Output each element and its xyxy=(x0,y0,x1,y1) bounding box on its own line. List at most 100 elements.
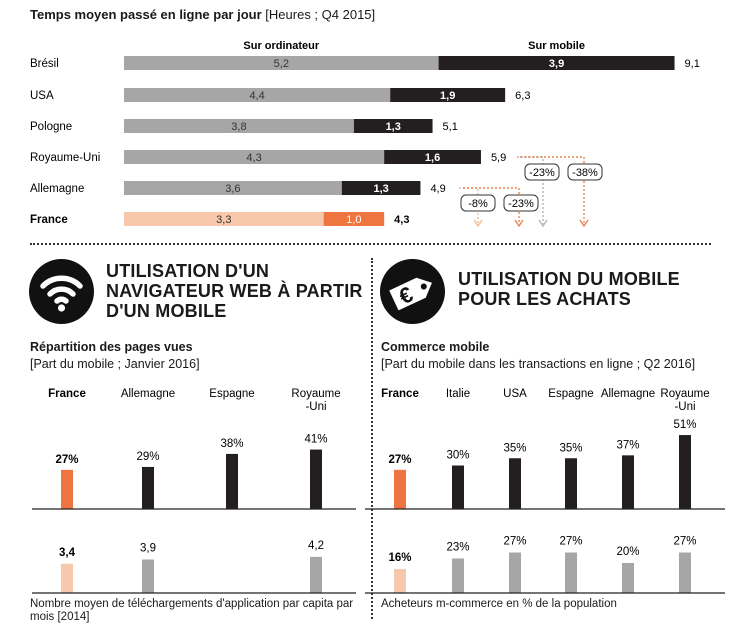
bar xyxy=(452,558,464,593)
bar xyxy=(310,556,322,593)
top-chart-title-bold: Temps moyen passé en ligne par jour xyxy=(30,7,262,22)
category-label: France xyxy=(48,388,86,400)
left-title-line-3: D'UN MOBILE xyxy=(106,301,227,321)
bar xyxy=(142,466,154,509)
country-label: France xyxy=(30,214,68,226)
country-label: USA xyxy=(30,90,54,102)
mobile-bar xyxy=(384,150,481,164)
bar-value-label: 3,9 xyxy=(140,542,156,554)
category-label: Allemagne xyxy=(601,388,655,400)
bar xyxy=(622,455,634,509)
right-footnote: Acheteurs m-commerce en % de la populati… xyxy=(381,598,617,610)
left-chart-title: Répartition des pages vues xyxy=(30,340,193,354)
bar-value-label: 29% xyxy=(136,451,159,463)
mobile-value-label: 1,6 xyxy=(425,152,440,164)
category-label: Royaume xyxy=(660,388,709,400)
bar xyxy=(61,563,73,593)
bar xyxy=(452,465,464,509)
bar-value-label: 41% xyxy=(304,434,327,446)
desktop-bar xyxy=(124,181,342,195)
bar xyxy=(142,559,154,593)
reduction-arrow-head xyxy=(473,219,483,228)
total-value-label: 6,3 xyxy=(515,90,530,102)
mobile-value-label: 1,3 xyxy=(373,183,388,195)
bar xyxy=(310,449,322,509)
category-label: Italie xyxy=(446,388,470,400)
bar-value-label: 27% xyxy=(559,536,582,548)
reduction-label: -38% xyxy=(572,167,598,179)
desktop-bar xyxy=(124,119,354,133)
reduction-arrow-head xyxy=(579,219,589,228)
reduction-label-box xyxy=(524,163,560,181)
bar-value-label: 27% xyxy=(388,454,411,466)
reduction-label: -8% xyxy=(468,198,488,210)
right-section-title: UTILISATION DU MOBILE POUR LES ACHATS xyxy=(458,269,680,309)
bar-value-label: 30% xyxy=(446,450,469,462)
desktop-bar xyxy=(124,56,439,70)
bar-value-label: 51% xyxy=(673,419,696,431)
mobile-bar xyxy=(341,181,421,195)
bar-value-label: 16% xyxy=(388,552,411,564)
mobile-bar xyxy=(390,88,506,102)
category-label: USA xyxy=(503,388,527,400)
bar-value-label: 27% xyxy=(673,536,696,548)
reduction-arrow-head xyxy=(514,219,524,228)
bar-value-label: 4,2 xyxy=(308,540,324,552)
bar-value-label: 35% xyxy=(559,442,582,454)
category-label: Royaume xyxy=(291,388,340,400)
bar xyxy=(61,469,73,509)
reduction-arrow-line xyxy=(520,156,585,224)
right-chart-title: Commerce mobile xyxy=(381,340,490,354)
reduction-label: -23% xyxy=(529,167,555,179)
bar-value-label: 35% xyxy=(503,442,526,454)
right-title-line-2: POUR LES ACHATS xyxy=(458,289,632,309)
right-title-line-1: UTILISATION DU MOBILE xyxy=(458,269,680,289)
left-title-line-1: UTILISATION D'UN xyxy=(106,261,270,281)
bar xyxy=(565,458,577,509)
desktop-column-header: Sur ordinateur xyxy=(243,40,320,52)
top-chart-title: Temps moyen passé en ligne par jour [Heu… xyxy=(30,7,375,22)
category-label: -Uni xyxy=(674,401,695,413)
bar-value-label: 3,4 xyxy=(59,547,76,559)
left-bar-charts: France 27% 3,4 Allemagne 29% 3,9 Espagne 38% Roy… xyxy=(32,388,356,594)
country-label: Allemagne xyxy=(30,183,84,195)
left-section-title: UTILISATION D'UN NAVIGATEUR WEB À PARTIR… xyxy=(106,261,363,321)
mobile-value-label: 1,3 xyxy=(386,121,401,133)
category-label: France xyxy=(381,388,419,400)
bar xyxy=(622,563,634,593)
right-chart-unit: [Part du mobile dans les transactions en… xyxy=(381,357,696,371)
mobile-bar xyxy=(353,119,433,133)
mobile-bar xyxy=(323,212,385,226)
bar-value-label: 23% xyxy=(446,542,469,554)
bar xyxy=(394,569,406,593)
bar xyxy=(394,469,406,509)
section-separator xyxy=(30,243,711,245)
reduction-label-box xyxy=(567,163,603,181)
bar-value-label: 37% xyxy=(616,439,639,451)
country-label: Royaume-Uni xyxy=(30,152,100,164)
left-footnote: Nombre moyen de téléchargements d'applic… xyxy=(30,598,354,623)
desktop-bar xyxy=(124,150,385,164)
left-chart-unit: [Part du mobile ; Janvier 2016] xyxy=(30,357,200,371)
reduction-arrow-head xyxy=(538,219,548,228)
bar-value-label: 38% xyxy=(220,438,243,450)
wifi-icon xyxy=(29,259,94,324)
right-bar-charts: France 27% 16% Italie 30% 23% USA 35% 27% Espagne… xyxy=(365,388,725,594)
country-label: Pologne xyxy=(30,121,72,133)
desktop-bar xyxy=(124,212,324,226)
top-chart-title-unit: [Heures ; Q4 2015] xyxy=(265,7,376,22)
reduction-label-box xyxy=(460,194,496,212)
total-value-label: 4,3 xyxy=(394,214,409,226)
bar xyxy=(509,552,521,593)
reduction-arrow-line xyxy=(463,187,520,224)
bar-value-label: 20% xyxy=(616,546,639,558)
mobile-bar xyxy=(438,56,675,70)
category-label: Espagne xyxy=(548,388,593,400)
category-label: Espagne xyxy=(209,388,254,400)
left-title-line-2: NAVIGATEUR WEB À PARTIR xyxy=(106,281,363,301)
total-value-label: 4,9 xyxy=(430,183,445,195)
bar xyxy=(509,458,521,509)
desktop-value-label: 4,4 xyxy=(249,90,264,102)
category-label: -Uni xyxy=(305,401,326,413)
total-value-label: 9,1 xyxy=(685,58,700,70)
